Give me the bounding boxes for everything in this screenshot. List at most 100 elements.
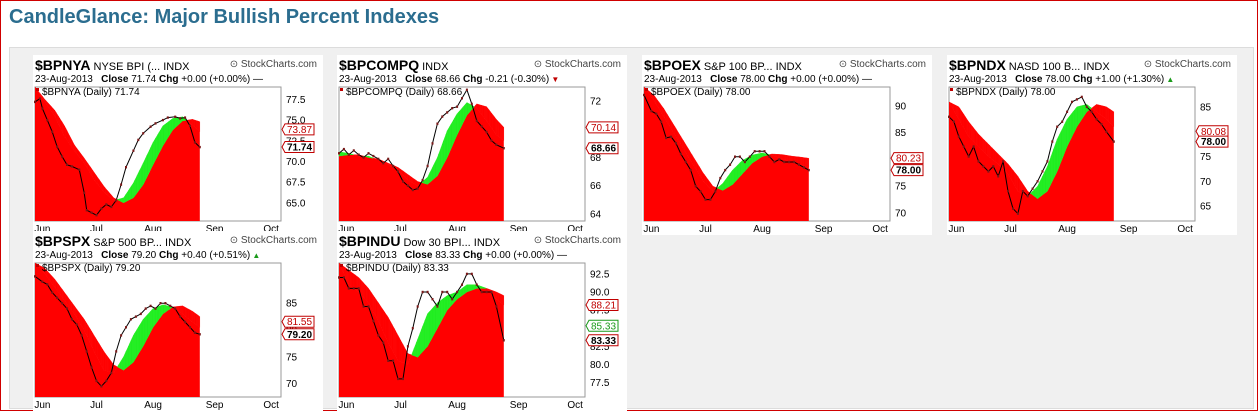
price-candle [456, 290, 459, 294]
price-candle [1051, 140, 1054, 143]
price-candle [748, 155, 751, 158]
cloud-band [338, 262, 504, 397]
price-chart: $BPSPX (Daily) 79.2085807570JunJulAugSep… [34, 262, 315, 411]
price-candle [125, 166, 127, 169]
x-tick-label: Oct [872, 224, 888, 235]
price-candle [426, 164, 429, 168]
y-tick-label: 65.0 [286, 198, 306, 209]
price-candle [139, 312, 142, 316]
price-candle [952, 120, 955, 123]
price-candle [382, 341, 385, 344]
y-tick-label: 85 [1200, 102, 1212, 113]
price-candle [115, 199, 118, 202]
price-candle [948, 115, 950, 118]
chart-card-bpoex[interactable]: $BPOEX S&P 100 BP... INDX ⊙ StockCharts.co… [642, 55, 932, 235]
price-candle [193, 141, 196, 144]
price-candle [704, 198, 707, 201]
x-tick-label: Jun [34, 400, 50, 411]
symbol-label[interactable]: $BPCOMPQ [339, 57, 420, 73]
price-tag: 83.33 [585, 334, 619, 347]
flat-dash-icon: — [250, 74, 263, 85]
bearish-fill [35, 87, 200, 221]
price-candle [972, 145, 975, 148]
x-tick-label: Jul [90, 400, 103, 411]
exchange-label: INDX [163, 61, 190, 73]
x-tick-label: Sep [206, 400, 224, 411]
price-candle [61, 302, 64, 305]
price-candle [1085, 105, 1088, 109]
symbol-label[interactable]: $BPNYA [35, 57, 91, 73]
symbol-label[interactable]: $BPOEX [644, 57, 701, 73]
price-candle [1012, 207, 1014, 210]
price-candle [120, 334, 123, 337]
price-candle [461, 283, 463, 286]
exchange-label: INDX [473, 237, 501, 249]
change-value: +0.00 (+0.00%) [790, 74, 860, 85]
change-value: +0.00 (+0.00%) [485, 250, 555, 261]
price-candle [56, 145, 59, 148]
bearish-fill [339, 263, 504, 397]
price-candle [490, 139, 493, 142]
up-arrow-icon: ▲ [250, 251, 261, 260]
price-candle [461, 97, 463, 100]
cloud-segment [807, 157, 809, 168]
stockcharts-logo-icon: ⊙ [838, 59, 850, 70]
y-tick-label: 92.5 [590, 269, 610, 280]
price-candle [387, 359, 390, 362]
quote-line: 23-Aug-2013 Close 78.00 Chg +0.00 (+0.00… [644, 74, 872, 85]
y-tick-label: 70 [286, 379, 298, 390]
price-candle [485, 130, 488, 134]
price-candle [416, 305, 419, 308]
symbol-label[interactable]: $BPINDU [339, 233, 401, 249]
price-candle [56, 296, 59, 299]
price-candle [80, 334, 83, 337]
price-candle [352, 287, 355, 290]
cloud-segment [116, 365, 118, 370]
quote-line: 23-Aug-2013 Close 71.74 Chg +0.00 (+0.00… [35, 74, 263, 85]
price-candle [1026, 195, 1029, 198]
price-tag: 70.14 [585, 121, 619, 134]
price-candle [699, 190, 702, 193]
card-header: $BPNDX NASD 100 B... INDX [949, 57, 1110, 73]
price-candle [132, 149, 135, 152]
price-candle [502, 339, 505, 342]
price-candle [1031, 187, 1034, 190]
symbol-label[interactable]: $BPSPX [35, 233, 91, 249]
price-candle [416, 187, 419, 190]
cloud-band [34, 262, 200, 397]
price-candle [342, 276, 345, 279]
stockcharts-logo-icon: ⊙ [533, 59, 545, 70]
chart-card-bpcompq[interactable]: $BPCOMPQ INDX ⊙ StockCharts.com 23-Aug-2013… [337, 55, 627, 235]
price-tag-value: 70.14 [591, 123, 616, 134]
close-value: 78.00 [740, 74, 766, 85]
card-header: $BPOEX S&P 100 BP... INDX [644, 57, 802, 73]
price-candle [992, 165, 995, 168]
chart-card-bpnya[interactable]: $BPNYA NYSE BPI (... INDX ⊙ StockCharts.co… [33, 55, 323, 235]
price-tag-box [281, 141, 315, 154]
chart-card-bpspx[interactable]: $BPSPX S&P 500 BP... INDX ⊙ StockCharts.co… [33, 231, 323, 411]
price-line [643, 94, 810, 201]
price-candle [798, 163, 800, 166]
price-candle [105, 379, 108, 383]
source-label: ⊙ StockCharts.com [230, 59, 317, 70]
symbol-label[interactable]: $BPNDX [949, 57, 1006, 73]
price-candle [982, 165, 985, 168]
cloud-segment [372, 157, 374, 159]
price-candle [997, 175, 1000, 178]
price-candle [753, 150, 756, 153]
chart-card-bpindu[interactable]: $BPINDU Dow 30 BPI... INDX ⊙ StockCharts.c… [337, 231, 627, 411]
legend-text: $BPINDU (Daily) 83.33 [346, 263, 449, 274]
stockcharts-logo-icon: ⊙ [229, 59, 241, 70]
price-candle [1066, 110, 1069, 113]
price-candle [362, 305, 365, 308]
date-label: 23-Aug-2013 [339, 250, 397, 261]
cloud-segment [198, 315, 200, 328]
price-candle [406, 345, 409, 348]
price-candle [470, 272, 473, 276]
close-label: Close [101, 250, 129, 261]
price-candle [115, 350, 118, 353]
price-candle [367, 305, 370, 308]
x-tick-label: Sep [815, 224, 833, 235]
price-candle [694, 185, 697, 188]
chart-card-bpndx[interactable]: $BPNDX NASD 100 B... INDX ⊙ StockCharts.co… [947, 55, 1237, 235]
